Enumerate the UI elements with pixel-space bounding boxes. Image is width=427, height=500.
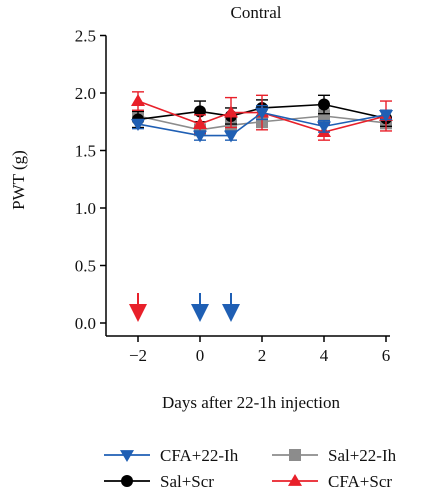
- injection-arrow-head: [222, 304, 240, 322]
- legend-item: Sal+22-Ih: [272, 446, 397, 465]
- y-tick-label: 0.5: [75, 257, 96, 276]
- legend-marker: [289, 449, 301, 461]
- data-point: [224, 130, 238, 143]
- y-tick-label: 1.5: [75, 142, 96, 161]
- data-point: [131, 119, 145, 132]
- series-line: [137, 100, 387, 133]
- y-tick-label: 0.0: [75, 314, 96, 333]
- y-tick-label: 2.0: [75, 84, 96, 103]
- data-point: [193, 130, 207, 143]
- legend-item: Sal+Scr: [104, 472, 214, 491]
- legend-label: Sal+22-Ih: [328, 446, 397, 465]
- data-point: [255, 107, 269, 120]
- data-point: [131, 94, 145, 106]
- x-axis-label: Days after 22-1h injection: [162, 393, 340, 412]
- data-point: [318, 98, 330, 111]
- plot-area: [129, 91, 393, 322]
- series-line: [137, 111, 387, 137]
- x-tick-label: 4: [320, 346, 329, 365]
- legend-label: Sal+Scr: [160, 472, 214, 491]
- y-tick-label: 1.0: [75, 199, 96, 218]
- legend-label: CFA+22-Ih: [160, 446, 239, 465]
- data-point: [379, 109, 393, 122]
- legend-item: CFA+22-Ih: [104, 446, 239, 465]
- data-point: [224, 105, 238, 118]
- legend-marker: [288, 474, 302, 486]
- x-tick-label: 2: [258, 346, 267, 365]
- data-point: [317, 121, 331, 134]
- legend-label: CFA+Scr: [328, 472, 392, 491]
- chart-title: Contral: [231, 3, 282, 22]
- x-tick-label: 0: [196, 346, 205, 365]
- y-tick-label: 2.5: [75, 27, 96, 46]
- y-axis-label: PWT (g): [9, 150, 28, 210]
- injection-arrow-head: [191, 304, 209, 322]
- x-tick-label: −2: [129, 346, 147, 365]
- axes: 0.0 0.5 1.0 1.5 2.0 2.5 −2 0 2 4 6: [75, 27, 391, 366]
- legend-marker: [121, 475, 133, 487]
- injection-arrow-head: [129, 304, 147, 322]
- x-tick-label: 6: [382, 346, 391, 365]
- data-point: [193, 117, 207, 129]
- legend: CFA+22-Ih Sal+22-Ih Sal+Scr CFA+Scr: [104, 446, 397, 491]
- legend-marker: [120, 450, 134, 462]
- series-CFA+22-Ih: [131, 104, 393, 143]
- legend-item: CFA+Scr: [272, 472, 392, 491]
